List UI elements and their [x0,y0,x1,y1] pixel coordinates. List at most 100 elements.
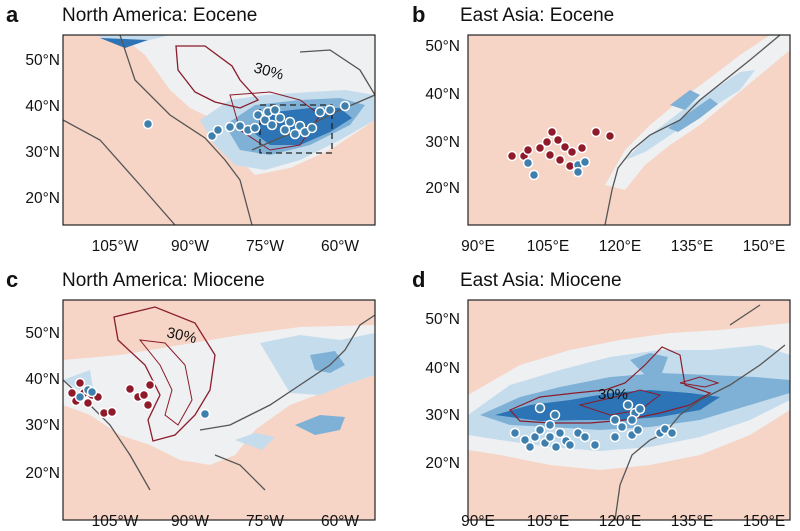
anomaly-blue-dark [100,38,148,48]
panel-title: East Asia: Miocene [460,270,622,291]
anomaly-blue-mid [670,90,700,110]
anomaly-blue-mid [680,380,715,393]
site-marker [284,116,296,128]
lat-tick-label: 30°N [425,134,460,151]
site-marker [224,121,236,133]
site-marker [616,421,628,433]
site-marker [279,124,291,136]
anomaly-blue-mid [295,415,345,435]
site-marker [609,431,621,443]
site-marker [124,383,136,395]
site-marker [552,134,564,146]
coastline [299,49,375,96]
site-marker [549,409,561,421]
site-marker [550,441,562,453]
map-frame [467,34,791,226]
coastline [679,35,781,121]
coastline [119,35,253,225]
lon-tick-label: 75°W [245,513,285,530]
lon-tick-label: 90°W [170,513,210,530]
site-marker [534,402,546,414]
lon-tick-label: 150°E [742,513,786,530]
lat-tick-label: 20°N [425,455,460,472]
site-marker [541,136,553,148]
coastline [199,314,375,431]
lat-tick-label: 20°N [25,465,60,482]
lat-tick-label: 40°N [425,86,460,103]
site-marker [576,142,588,154]
lon-tick-label: 105°E [526,238,570,255]
site-marker [509,427,521,439]
lat-tick-label: 30°N [425,407,460,424]
site-marker [82,397,94,409]
lat-tick-label: 50°N [25,52,60,69]
site-marker [66,387,78,399]
site-marker [249,122,261,134]
panel-a: a North America: Eocene 30% [0,0,400,265]
lon-tick-label: 135°E [670,238,714,255]
panel-letter: a [6,2,19,27]
site-marker [632,424,644,436]
panel-letter: c [6,267,19,292]
site-marker [266,119,278,131]
site-marker [306,122,318,134]
coastline [729,304,761,326]
lon-tick-label: 75°W [245,238,285,255]
site-markers [66,377,211,420]
site-marker [609,414,621,426]
panel-title: North America: Eocene [62,5,258,26]
panel-title: North America: Miocene [62,270,265,291]
lat-tick-label: 50°N [425,311,460,328]
contour-30-percent [113,306,216,442]
coastline [604,119,681,225]
panel-d: d East Asia: Miocene 30% [400,265,800,530]
site-marker [86,386,98,398]
lat-tick-label: 30°N [25,144,60,161]
site-marker [534,424,546,436]
site-marker [554,154,566,166]
site-marker [579,156,591,168]
site-marker [666,427,678,439]
lat-tick-label: 40°N [25,371,60,388]
site-marker [144,379,156,391]
contour-label: 30% [598,386,628,403]
coastline [214,454,266,491]
site-marker [142,399,154,411]
site-marker [524,441,536,453]
site-marker [138,389,150,401]
site-marker [590,126,602,138]
site-marker [199,408,211,420]
site-markers [142,100,351,142]
lon-tick-label: 60°W [320,238,360,255]
lon-tick-label: 105°E [526,513,570,530]
anomaly-blue-mid [668,98,718,132]
site-marker [234,120,246,132]
site-marker [634,403,646,415]
site-markers [509,399,678,453]
lon-tick-label: 120°E [598,513,642,530]
site-marker [519,434,531,446]
site-marker [626,414,638,426]
lon-tick-label: 105°W [91,513,139,530]
site-marker [212,124,224,136]
lon-tick-label: 105°W [91,238,139,255]
site-marker [529,431,541,443]
anomaly-blue-light [235,433,275,450]
map-panel-a: 30% [62,34,376,226]
lon-tick-label: 90°W [170,238,210,255]
site-marker [559,141,571,153]
panel-title: East Asia: Eocene [460,5,615,26]
map-frame [62,34,376,226]
site-marker [579,431,591,443]
lat-tick-label: 50°N [425,38,460,55]
site-marker [546,126,558,138]
map-panel-c: 30% [62,299,376,521]
site-marker [544,149,556,161]
site-marker [564,439,576,451]
site-marker [314,106,326,118]
site-marker [324,104,336,116]
contour-30-percent-inner [138,339,193,426]
lat-tick-label: 20°N [25,190,60,207]
contour-label: 30% [165,324,198,347]
